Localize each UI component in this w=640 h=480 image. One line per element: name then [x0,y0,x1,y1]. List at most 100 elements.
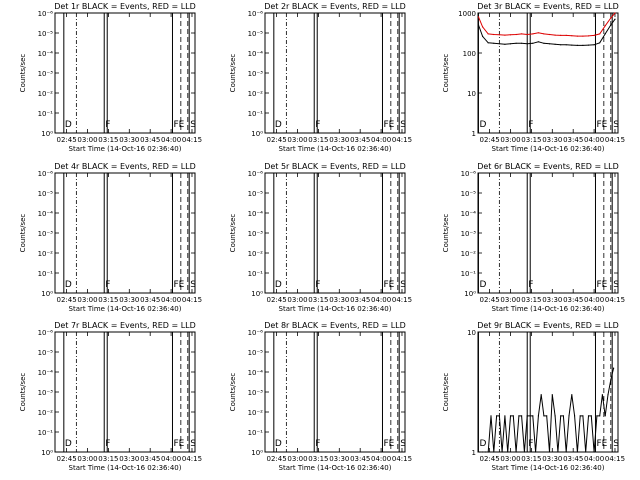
y-tick-label: 10⁻⁴ [248,210,264,218]
data-point [532,42,534,44]
y-tick-label: 10⁻³ [38,389,54,397]
data-point [529,415,531,417]
y-tick-label: 10⁻⁶ [38,10,54,18]
y-axis-label: Counts/sec [229,54,237,93]
y-tick-label: 10⁻² [461,250,477,258]
y-tick-label: 10⁻⁵ [38,349,54,357]
panel-title: Det 2r BLACK = Events, RED = LLD [264,2,406,11]
x-tick-label: 03:00 [77,455,97,463]
data-point [504,43,506,45]
y-tick-label: 10 [467,329,476,337]
y-tick-label: 10⁻⁵ [248,190,264,198]
marker-label: S [613,280,619,290]
data-point [532,33,534,35]
x-tick-label: 03:30 [329,455,349,463]
marker-label: D [275,280,282,290]
x-tick-label: 03:45 [350,296,370,304]
x-tick-label: 04:15 [605,296,625,304]
x-tick-label: 03:30 [542,455,562,463]
x-tick-label: 02:45 [267,296,287,304]
marker-label: F [315,280,320,290]
y-tick-label: 1 [472,449,476,457]
y-tick-label: 10⁻⁵ [38,30,54,38]
data-point [498,415,500,417]
data-point [532,415,534,417]
y-tick-label: 10⁻¹ [248,110,264,118]
data-point [523,451,526,453]
data-point [610,24,612,26]
y-tick-label: 10⁻¹ [248,429,264,437]
data-point [610,17,612,19]
x-tick-label: 02:45 [57,455,77,463]
data-point [565,451,567,453]
x-tick-label: 03:30 [119,455,139,463]
series-line-2 [478,12,616,37]
x-tick-label: 04:00 [161,455,181,463]
marker-label: FE [596,439,607,449]
data-point [614,12,616,14]
data-point [543,415,545,417]
x-tick-label: 04:15 [392,455,412,463]
marker-label: S [613,120,619,130]
panel-title: Det 1r BLACK = Events, RED = LLD [54,2,196,11]
x-tick-label: 04:15 [182,296,202,304]
data-point [482,35,484,38]
x-tick-label: 03:00 [500,455,520,463]
data-point [546,415,548,417]
y-axis-label: Counts/sec [442,373,450,412]
y-tick-label: 10⁻¹ [38,110,54,118]
data-point [487,33,489,35]
y-tick-label: 10⁻³ [38,70,54,78]
marker-label: F [528,439,533,449]
y-tick-label: 10⁻² [248,90,264,98]
y-tick-label: 10⁰ [41,130,53,138]
data-point [512,415,514,417]
data-point [607,394,609,396]
x-tick-label: 04:00 [371,296,391,304]
data-point [551,394,553,396]
x-axis-label: Start Time (14-Oct-16 02:36:40) [279,145,392,153]
y-axis-label: Counts/sec [229,214,237,253]
data-point [593,44,595,46]
y-tick-label: 10⁰ [464,290,476,298]
data-point [548,43,551,45]
data-point [574,415,576,417]
data-point [604,415,606,417]
y-tick-label: 10⁻² [38,409,54,417]
panel-det-7: Det 7r BLACK = Events, RED = LLD 10⁰ 10⁻¹ 1… [19,321,202,472]
data-point [493,451,495,453]
panel-det-9: Det 9r BLACK = Events, RED = LLD 1 10 Count… [442,321,625,472]
data-point [501,451,503,453]
data-point [521,42,523,44]
x-tick-label: 04:15 [182,136,202,144]
x-axis-label: Start Time (14-Oct-16 02:36:40) [69,464,182,472]
x-tick-label: 04:15 [605,455,625,463]
x-tick-label: 02:45 [57,296,77,304]
data-point [582,35,584,37]
data-point [554,43,556,45]
x-tick-label: 03:45 [140,296,160,304]
y-tick-label: 10⁻³ [461,230,477,238]
panel-title: Det 6r BLACK = Events, RED = LLD [477,162,619,171]
y-axis-label: Counts/sec [442,214,450,253]
marker-label: D [479,120,486,130]
data-point [484,451,486,453]
y-tick-label: 10⁻² [38,250,54,258]
data-point [587,35,590,37]
x-tick-label: 03:45 [350,455,370,463]
y-tick-label: 10⁻⁵ [38,190,54,198]
marker-label: S [400,280,406,290]
data-point [593,34,595,37]
y-tick-label: 100 [463,50,476,58]
data-point [477,16,480,18]
data-point [582,44,584,47]
x-tick-label: 02:45 [480,296,500,304]
marker-label: FE [173,280,184,290]
marker-label: D [65,280,72,290]
data-point [482,451,484,453]
panel-title: Det 4r BLACK = Events, RED = LLD [54,162,196,171]
panel-det-2: Det 2r BLACK = Events, RED = LLD 10⁰ 10⁻¹ 1… [229,2,412,153]
x-tick-label: 03:15 [521,455,541,463]
data-point [537,415,540,417]
